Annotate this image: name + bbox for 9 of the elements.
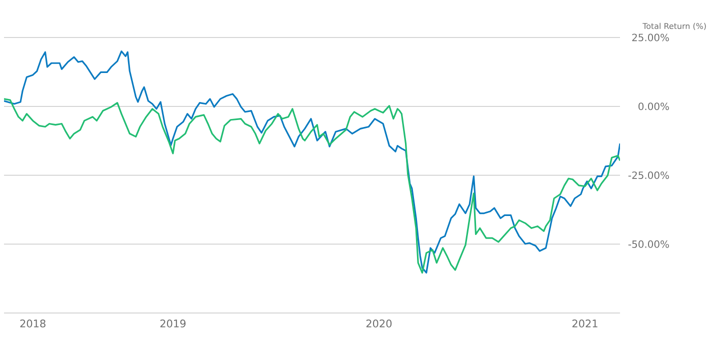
x-tick-label: 2020 — [366, 320, 392, 328]
y-tick-label: -25.00% — [628, 171, 669, 180]
y-tick-label: 25.00% — [632, 34, 669, 42]
x-tick-label: 2021 — [572, 320, 598, 328]
x-tick-label: 2018 — [20, 320, 46, 328]
y-tick-label: 0.00% — [638, 102, 669, 110]
line-series — [4, 50, 620, 274]
y-tick-label: -50.00% — [628, 240, 669, 248]
x-tick-label: 2019 — [160, 320, 186, 328]
